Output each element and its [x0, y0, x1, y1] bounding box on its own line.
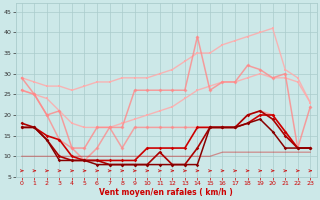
- X-axis label: Vent moyen/en rafales ( km/h ): Vent moyen/en rafales ( km/h ): [99, 188, 233, 197]
